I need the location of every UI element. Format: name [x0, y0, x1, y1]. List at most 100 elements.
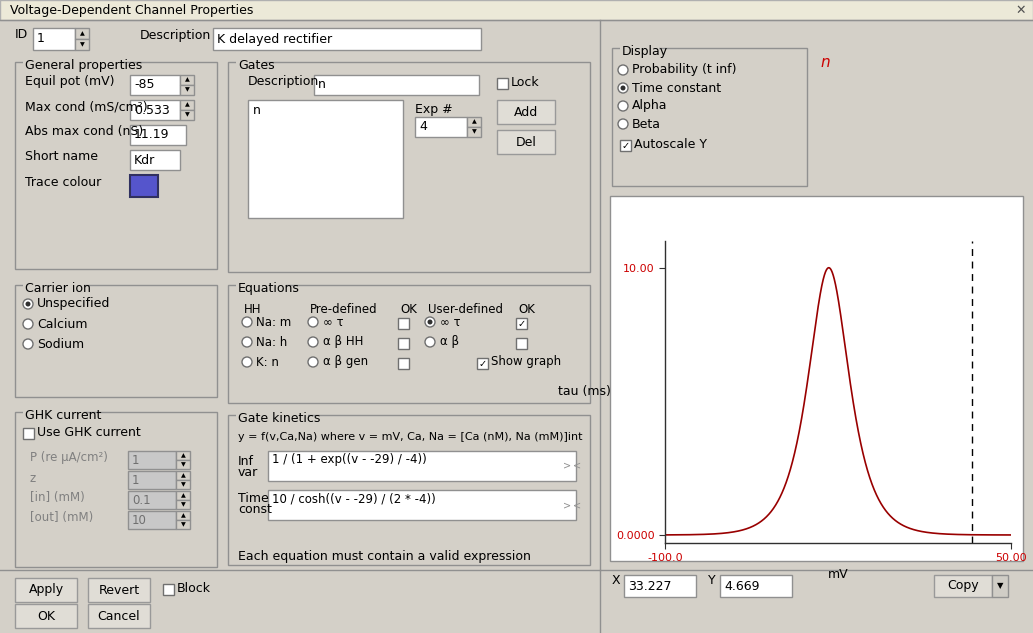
FancyBboxPatch shape — [176, 460, 190, 469]
Text: Equations: Equations — [238, 282, 300, 295]
Text: ▲: ▲ — [181, 493, 185, 498]
FancyBboxPatch shape — [128, 451, 176, 469]
Text: 4.669: 4.669 — [724, 579, 759, 592]
Text: Max cond (mS/cm²): Max cond (mS/cm²) — [25, 101, 148, 113]
Text: Copy: Copy — [947, 579, 979, 592]
FancyBboxPatch shape — [176, 471, 190, 480]
Circle shape — [618, 119, 628, 129]
FancyBboxPatch shape — [934, 575, 992, 597]
Text: OK: OK — [37, 610, 55, 622]
Text: Add: Add — [513, 106, 538, 118]
Text: >: > — [563, 461, 571, 471]
FancyBboxPatch shape — [130, 175, 158, 197]
Text: Show graph: Show graph — [491, 356, 561, 368]
FancyBboxPatch shape — [23, 428, 34, 439]
Text: Beta: Beta — [632, 118, 661, 130]
Text: ▼: ▼ — [80, 42, 85, 47]
Text: -85: -85 — [134, 78, 155, 92]
Text: K delayed rectifier: K delayed rectifier — [217, 32, 333, 46]
Circle shape — [242, 337, 252, 347]
Text: GHK current: GHK current — [25, 409, 101, 422]
FancyBboxPatch shape — [176, 511, 190, 520]
FancyBboxPatch shape — [497, 78, 508, 89]
FancyBboxPatch shape — [611, 196, 1023, 561]
Circle shape — [621, 85, 626, 91]
Text: Time: Time — [238, 492, 269, 505]
FancyBboxPatch shape — [15, 578, 77, 602]
FancyBboxPatch shape — [624, 575, 696, 597]
FancyBboxPatch shape — [180, 110, 194, 120]
FancyBboxPatch shape — [15, 604, 77, 628]
Text: Gate kinetics: Gate kinetics — [238, 412, 320, 425]
Text: var: var — [238, 466, 258, 479]
Text: ▼: ▼ — [181, 502, 185, 507]
FancyBboxPatch shape — [620, 140, 631, 151]
Circle shape — [618, 65, 628, 75]
FancyBboxPatch shape — [228, 415, 590, 565]
Text: 4: 4 — [419, 120, 427, 134]
FancyBboxPatch shape — [23, 407, 84, 418]
Text: y = f(v,Ca,Na) where v = mV, Ca, Na = [Ca (nM), Na (mM)]int: y = f(v,Ca,Na) where v = mV, Ca, Na = [C… — [238, 432, 583, 442]
FancyBboxPatch shape — [23, 57, 122, 68]
Text: ▼: ▼ — [472, 130, 476, 134]
Text: 1 / (1 + exp((v - -29) / -4)): 1 / (1 + exp((v - -29) / -4)) — [272, 453, 427, 466]
Y-axis label: tau (ms): tau (ms) — [558, 385, 611, 399]
Circle shape — [425, 337, 435, 347]
Text: Unspecified: Unspecified — [37, 298, 111, 311]
Text: Trace colour: Trace colour — [25, 175, 101, 189]
Text: X: X — [612, 575, 621, 587]
Text: 0.533: 0.533 — [134, 104, 169, 116]
Text: Revert: Revert — [98, 584, 139, 596]
Text: HH: HH — [244, 303, 261, 316]
Text: α β: α β — [440, 335, 459, 349]
Text: Lock: Lock — [511, 75, 539, 89]
FancyBboxPatch shape — [176, 480, 190, 489]
Text: [in] (mM): [in] (mM) — [30, 491, 85, 505]
Text: α β HH: α β HH — [323, 335, 364, 349]
FancyBboxPatch shape — [0, 0, 1033, 20]
Circle shape — [428, 320, 433, 325]
Text: General properties: General properties — [25, 59, 143, 72]
Text: OK: OK — [518, 303, 535, 316]
Circle shape — [26, 301, 31, 306]
Text: Time constant: Time constant — [632, 82, 721, 94]
FancyBboxPatch shape — [236, 57, 263, 68]
FancyBboxPatch shape — [516, 318, 527, 329]
Text: Each equation must contain a valid expression: Each equation must contain a valid expre… — [238, 550, 531, 563]
FancyBboxPatch shape — [516, 338, 527, 349]
Text: 33.227: 33.227 — [628, 579, 671, 592]
Circle shape — [23, 299, 33, 309]
Text: Display: Display — [622, 45, 668, 58]
Text: Carrier ion: Carrier ion — [25, 282, 91, 295]
Text: <: < — [573, 461, 582, 471]
FancyBboxPatch shape — [467, 127, 481, 137]
Text: User-defined: User-defined — [428, 303, 503, 316]
Text: 10 / cosh((v - -29) / (2 * -4)): 10 / cosh((v - -29) / (2 * -4)) — [272, 492, 436, 505]
FancyBboxPatch shape — [128, 511, 176, 529]
FancyBboxPatch shape — [88, 604, 150, 628]
FancyBboxPatch shape — [620, 43, 658, 54]
Text: ▲: ▲ — [80, 31, 85, 36]
Circle shape — [425, 317, 435, 327]
FancyBboxPatch shape — [415, 117, 467, 137]
FancyBboxPatch shape — [268, 451, 576, 481]
Text: Inf: Inf — [238, 455, 254, 468]
Circle shape — [308, 317, 318, 327]
FancyBboxPatch shape — [268, 490, 576, 520]
Text: 1: 1 — [132, 453, 139, 467]
FancyBboxPatch shape — [720, 575, 792, 597]
Text: <: < — [573, 500, 582, 510]
Text: Calcium: Calcium — [37, 318, 88, 330]
Text: Apply: Apply — [29, 584, 64, 596]
Text: Description: Description — [248, 75, 319, 89]
Text: Short name: Short name — [25, 151, 98, 163]
FancyBboxPatch shape — [176, 500, 190, 509]
FancyBboxPatch shape — [130, 75, 180, 95]
FancyBboxPatch shape — [477, 358, 488, 369]
Text: α β gen: α β gen — [323, 356, 368, 368]
Text: Kdr: Kdr — [134, 153, 155, 166]
Text: ▲: ▲ — [185, 103, 189, 108]
Text: K: n: K: n — [256, 356, 279, 368]
Text: ▲: ▲ — [181, 453, 185, 458]
Circle shape — [618, 83, 628, 93]
